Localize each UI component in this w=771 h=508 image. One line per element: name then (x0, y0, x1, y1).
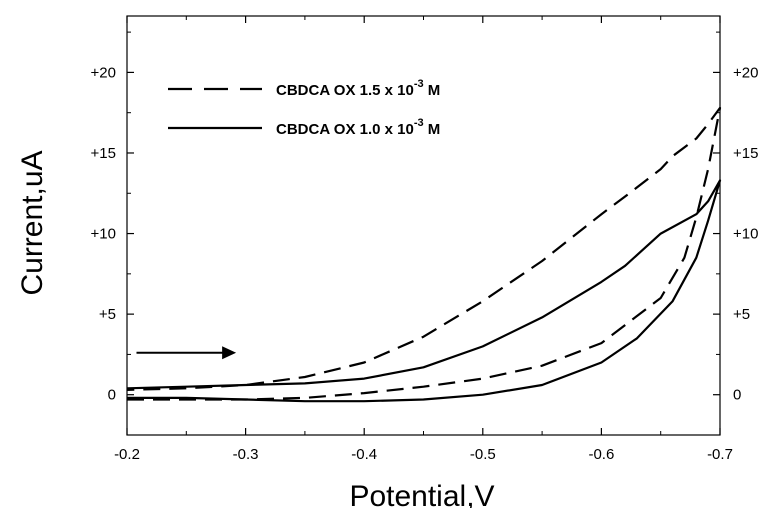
x-tick-label: -0.6 (588, 446, 614, 463)
x-tick-label: -0.4 (351, 446, 377, 463)
y-tick-label-right: +5 (733, 306, 750, 323)
y-tick-label-right: +15 (733, 145, 758, 162)
y-axis-title: Current,uA (16, 150, 49, 295)
legend-label-2: CBDCA OX 1.0 x 10-3 M (276, 117, 440, 138)
x-tick-label: -0.2 (114, 446, 140, 463)
arrowhead-icon (222, 346, 237, 360)
y-tick-label-left: +5 (99, 306, 116, 323)
x-tick-label: -0.7 (707, 446, 733, 463)
y-tick-label-left: +20 (91, 64, 116, 81)
x-axis-title: Potential,V (349, 480, 494, 508)
y-tick-label-left: +15 (91, 145, 116, 162)
y-tick-label-right: +20 (733, 64, 758, 81)
y-tick-label-left: +10 (91, 226, 116, 243)
x-tick-label: -0.5 (470, 446, 496, 463)
y-tick-label-right: +10 (733, 226, 758, 243)
y-tick-label-right: 0 (733, 387, 741, 404)
series-line-1 (126, 106, 722, 401)
y-tick-label-left: 0 (108, 387, 116, 404)
x-tick-label: -0.3 (233, 446, 259, 463)
series-line-2 (126, 179, 722, 403)
legend-label-1: CBDCA OX 1.5 x 10-3 M (276, 78, 440, 99)
